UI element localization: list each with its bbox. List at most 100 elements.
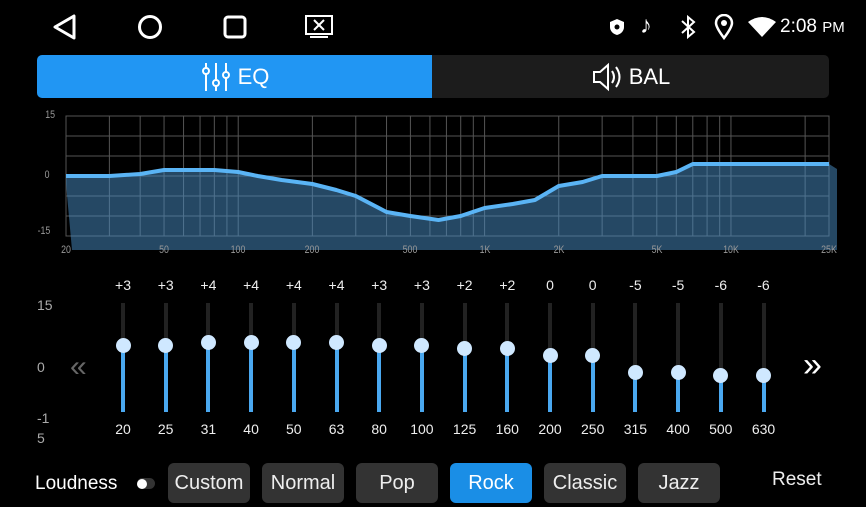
loudness-toggle[interactable] [137, 478, 155, 489]
band-value: 0 [546, 277, 554, 293]
slider-knob[interactable] [329, 334, 344, 350]
band-frequency: 40 [243, 421, 259, 437]
preset-custom-button[interactable]: Custom [168, 463, 250, 503]
response-curve [66, 162, 829, 222]
band-value: -6 [714, 277, 728, 293]
eq-response-graph [65, 115, 837, 250]
preset-rock-button[interactable]: Rock [450, 463, 532, 503]
slider-track[interactable] [761, 303, 766, 412]
band-frequency: 80 [371, 421, 387, 437]
band-value: +2 [499, 277, 516, 293]
slider-axis-min: -1 [37, 410, 50, 426]
preset-normal-button[interactable]: Normal [262, 463, 344, 503]
graph-x-tick: 200 [305, 244, 320, 256]
slider-knob[interactable] [499, 341, 515, 357]
slider-knob[interactable] [158, 338, 174, 354]
reset-button[interactable]: Reset [772, 469, 822, 490]
slider-fill [462, 350, 467, 412]
graph-y-tick: 15 [45, 109, 56, 121]
slider-knob[interactable] [414, 338, 430, 354]
slider-axis-max: 15 [37, 297, 53, 313]
home-icon[interactable] [137, 14, 163, 40]
wifi-icon [748, 17, 776, 37]
slider-knob[interactable] [286, 334, 302, 350]
slider-fill [505, 350, 510, 412]
slider-fill [419, 347, 424, 412]
speaker-icon [592, 62, 621, 91]
graph-y-tick: 0 [44, 169, 50, 181]
band-value: 0 [588, 277, 597, 293]
slider-knob[interactable] [542, 348, 558, 363]
slider-knob[interactable] [627, 364, 643, 380]
slider-fill [334, 343, 339, 412]
graph-x-tick: 2K [553, 244, 565, 256]
graph-x-tick: 25K [821, 244, 837, 256]
band-frequency: 400 [666, 421, 690, 437]
slider-knob[interactable] [200, 334, 216, 350]
graph-y-tick: -15 [37, 225, 51, 237]
bluetooth-icon [681, 14, 696, 40]
band-frequency: 200 [538, 421, 562, 437]
slider-fill [633, 373, 638, 412]
scroll-left-chevron-icon[interactable]: « [70, 350, 87, 383]
am-pm: PM [822, 19, 845, 36]
band-frequency: 630 [751, 421, 776, 437]
slider-knob[interactable] [457, 341, 473, 357]
graph-x-tick: 5K [651, 244, 663, 256]
slider-fill [548, 357, 552, 412]
graph-x-tick: 500 [403, 244, 418, 256]
screencast-icon[interactable] [304, 14, 334, 40]
preset-pop-button[interactable]: Pop [356, 463, 438, 503]
clock: 2:08 PM [780, 16, 845, 38]
slider-knob[interactable] [243, 334, 259, 350]
band-frequency: 100 [410, 421, 434, 437]
loudness-label: Loudness [35, 473, 118, 494]
slider-axis-min-cont: 5 [37, 430, 45, 446]
graph-x-tick: 1K [479, 244, 490, 256]
music-note-icon: ♪ [640, 12, 652, 39]
slider-track[interactable] [718, 303, 723, 412]
shield-icon [610, 19, 624, 35]
band-value: -6 [757, 277, 770, 293]
recents-icon[interactable] [223, 15, 247, 39]
band-frequency: 31 [200, 421, 217, 437]
back-icon[interactable] [53, 14, 77, 40]
slider-knob[interactable] [585, 348, 601, 363]
slider-fill [163, 347, 168, 412]
band-value: +3 [371, 277, 388, 293]
slider-track[interactable] [676, 303, 681, 412]
band-value: +4 [285, 277, 302, 293]
slider-track[interactable] [633, 303, 638, 412]
band-frequency: 20 [115, 421, 131, 437]
graph-x-tick: 100 [230, 244, 246, 256]
band-frequency: 25 [157, 421, 174, 437]
location-icon [714, 14, 734, 40]
tab-label: BAL [628, 63, 671, 89]
band-frequency: 50 [286, 421, 302, 437]
slider-fill [590, 357, 595, 412]
band-value: +4 [328, 277, 345, 293]
band-value: +2 [456, 277, 473, 293]
slider-fill [377, 347, 382, 412]
slider-knob[interactable] [115, 338, 131, 354]
tab-eq[interactable]: EQ [37, 55, 432, 98]
band-value: +3 [115, 277, 131, 293]
band-frequency: 315 [623, 421, 648, 437]
band-frequency: 125 [452, 421, 477, 437]
preset-classic-button[interactable]: Classic [544, 463, 626, 503]
scroll-right-chevron-icon[interactable]: » [803, 346, 822, 384]
slider-knob[interactable] [713, 367, 729, 383]
slider-knob[interactable] [670, 364, 686, 380]
slider-fill [676, 373, 681, 412]
time: 2:08 [780, 16, 817, 37]
band-frequency: 250 [581, 421, 605, 437]
preset-jazz-button[interactable]: Jazz [638, 463, 720, 503]
response-fill [66, 164, 837, 250]
tab-bal[interactable]: BAL [432, 55, 829, 98]
slider-knob[interactable] [371, 338, 387, 354]
slider-fill [718, 376, 723, 412]
band-value: +3 [413, 277, 430, 293]
slider-knob[interactable] [756, 367, 771, 383]
band-value: +3 [157, 277, 174, 293]
graph-x-tick: 10K [723, 244, 739, 256]
